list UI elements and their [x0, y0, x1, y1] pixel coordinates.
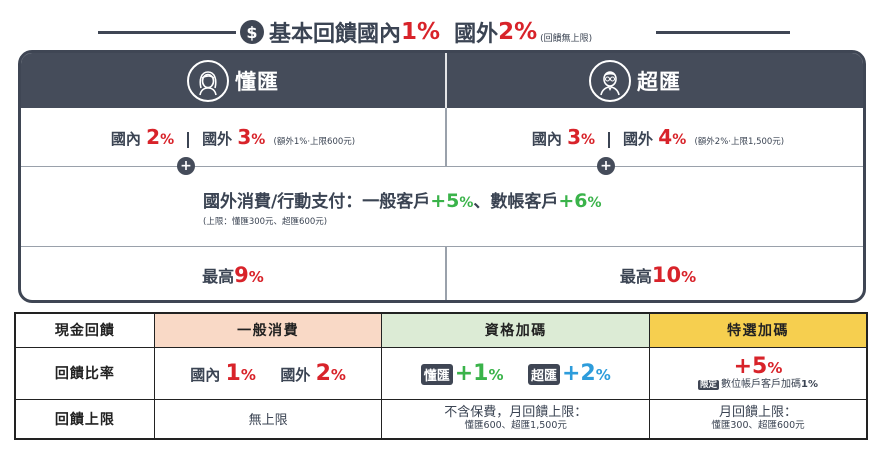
domestic-value: 3 — [567, 125, 582, 149]
plus-icon: + — [177, 157, 195, 175]
max-rate-left: 最高9% — [21, 247, 445, 300]
cap-special-line2: 懂匯300、超匯600元 — [711, 420, 805, 432]
header: $ 基本回饋國內 1% 國外 2% (回饋無上限) — [0, 10, 882, 52]
pct-sign: % — [251, 132, 266, 148]
table-header-cell: 特選加碼 — [649, 312, 868, 348]
table-header-row: 現金回饋 一般消費 資格加碼 特選加碼 — [14, 312, 868, 348]
table-header-cell: 一般消費 — [153, 312, 383, 348]
header-overseas-pct: 2% — [498, 19, 538, 45]
special-value: +5 — [733, 353, 768, 379]
plan-header-right: 超匯 — [589, 59, 681, 103]
domestic-label: 國內 — [531, 130, 562, 148]
pct-sign: % — [240, 365, 256, 384]
pct-sign: % — [681, 268, 697, 286]
overseas-value: 2 — [315, 360, 331, 386]
cap-qualified-cell: 不含保費，月回饋上限： 懂匯600、超匯1,500元 — [381, 398, 651, 440]
row-divider — [445, 108, 447, 166]
domestic-label: 國內 — [190, 365, 221, 384]
dollar-icon: $ — [240, 20, 264, 44]
table-row: 回饋上限 無上限 不含保費，月回饋上限： 懂匯600、超匯1,500元 月回饋上… — [14, 398, 868, 440]
pct-sign: % — [459, 194, 474, 211]
base-rate-note: (額外2%‧上限1,500元) — [694, 137, 785, 147]
row-label: 回饋上限 — [14, 398, 155, 440]
overseas-label: 國外 — [202, 130, 233, 148]
overseas-bonus-text: 國外消費/行動支付：一般客戶+5%、數帳客戶+6% — [203, 187, 863, 212]
row-label: 回饋比率 — [14, 346, 155, 400]
header-title-text: 基本回饋國內 — [269, 22, 402, 47]
pct-sign: % — [248, 268, 264, 286]
overseas-value: 4 — [658, 125, 673, 149]
plan-name-left: 懂匯 — [235, 70, 279, 94]
plus-icon: + — [597, 157, 615, 175]
domestic-value: 1 — [225, 360, 241, 386]
header-note: (回饋無上限) — [540, 33, 593, 44]
digital-bonus-value: +6 — [558, 189, 588, 212]
plan-header-divider — [445, 53, 447, 108]
plan-badge: 懂匯 — [420, 363, 453, 385]
pct-sign: % — [488, 365, 504, 384]
woman-avatar-icon — [187, 60, 229, 102]
overseas-bonus-note: (上限：懂匯300元、超匯600元) — [203, 216, 328, 227]
overseas-bonus-label: 國外消費/行動支付：一般客戶 — [203, 191, 431, 212]
pct-sign: % — [581, 132, 596, 148]
special-note-value: 1% — [801, 378, 818, 390]
special-note: 數位帳戶客戶加碼 — [721, 378, 802, 390]
pct-sign: % — [160, 132, 175, 148]
cap-qualified-line1: 不含保費，月回饋上限： — [444, 404, 588, 420]
qualified-value: +2 — [561, 360, 596, 386]
base-rate-right: 國內 3% 國外 4% (額外2%‧上限1,500元) — [447, 108, 863, 166]
overseas-label: 國外 — [623, 130, 654, 148]
pct-sign: % — [587, 194, 602, 211]
plan-header-left: 懂匯 — [187, 59, 279, 103]
max-rate-right: 最高10% — [447, 247, 863, 300]
base-rate-row: 國內 2% 國外 3% (額外1%‧上限600元) 國內 3% 國外 4% (額… — [21, 108, 863, 166]
digital-label: 、數帳客戶 — [473, 191, 559, 212]
table-header-cell: 資格加碼 — [381, 312, 651, 348]
pct-sign: % — [595, 365, 611, 384]
cap-general-cell: 無上限 — [153, 398, 383, 440]
domestic-value: 2 — [146, 125, 161, 149]
cap-special-line1: 月回饋上限： — [719, 404, 798, 420]
cap-special-cell: 月回饋上限： 懂匯300、超匯600元 — [649, 398, 868, 440]
header-domestic-pct: 1% — [401, 19, 441, 45]
header-line-left — [98, 31, 236, 34]
overseas-value: 3 — [237, 125, 252, 149]
pct-sign: % — [672, 132, 687, 148]
cashback-table: 現金回饋 一般消費 資格加碼 特選加碼 回饋比率 國內 1% 國外 2% 懂匯 +… — [14, 312, 868, 440]
max-label: 最高 — [619, 267, 652, 286]
row-divider — [445, 247, 447, 300]
domestic-label: 國內 — [110, 130, 141, 148]
qualified-value: +1 — [454, 360, 489, 386]
table-header-cell: 現金回饋 — [14, 312, 155, 348]
plan-comparison-card: 懂匯 超匯 國內 2% 國外 — [18, 50, 866, 303]
header-title: $ 基本回饋國內 1% 國外 2% (回饋無上限) — [240, 14, 592, 50]
plan-badge: 超匯 — [527, 363, 560, 385]
max-value: 10 — [651, 263, 682, 287]
plan-name-right: 超匯 — [637, 70, 681, 94]
pct-sign: % — [330, 365, 346, 384]
pct-sign: % — [767, 358, 783, 377]
special-rate-cell: +5% 限定 數位帳戶客戶加碼1% — [649, 346, 868, 400]
base-rate-note: (額外1%‧上限600元) — [273, 137, 356, 147]
limited-badge: 限定 — [698, 379, 720, 391]
max-label: 最高 — [202, 267, 235, 286]
plan-header-bar: 懂匯 超匯 — [21, 53, 863, 108]
header-overseas-label: 國外 — [454, 22, 499, 47]
man-avatar-icon — [589, 60, 631, 102]
general-bonus-value: +5 — [430, 189, 460, 212]
header-line-right — [656, 31, 790, 34]
cap-qualified-line2: 懂匯600、超匯1,500元 — [464, 420, 567, 432]
general-rate-cell: 國內 1% 國外 2% — [153, 346, 383, 400]
overseas-label: 國外 — [280, 365, 311, 384]
table-row: 回饋比率 國內 1% 國外 2% 懂匯 +1% 超匯 +2% +5% 限定 數位帳戶客… — [14, 346, 868, 400]
max-rate-row: 最高9% 最高10% — [21, 246, 863, 300]
max-value: 9 — [234, 263, 249, 287]
base-rate-left: 國內 2% 國外 3% (額外1%‧上限600元) — [21, 108, 445, 166]
qualified-rate-cell: 懂匯 +1% 超匯 +2% — [381, 346, 651, 400]
overseas-bonus-row: 國外消費/行動支付：一般客戶+5%、數帳客戶+6% (上限：懂匯300元、超匯6… — [21, 166, 863, 246]
